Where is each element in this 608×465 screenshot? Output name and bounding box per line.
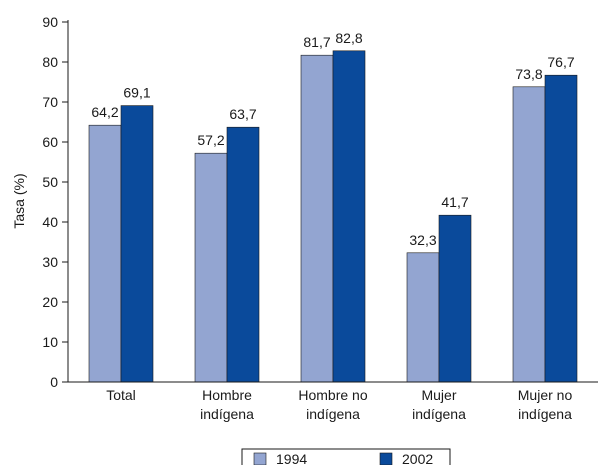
bar-1994 [88,124,122,383]
legend: 1994 2002 [241,448,451,465]
bar-2002 [120,105,154,383]
bar-2002 [544,74,578,383]
x-category-line: Hombre [202,387,252,403]
data-label-1994: 81,7 [303,34,330,50]
x-category-label: Total [106,387,136,403]
legend-swatch-2002 [379,452,393,465]
y-tick-label: 80 [42,54,58,70]
bar-2002 [226,126,260,383]
y-tick-label: 30 [42,254,58,270]
y-axis-title: Tasa (%) [11,173,27,228]
y-tick-label: 0 [50,374,58,390]
y-tick-label: 10 [42,334,58,350]
x-category-line: indígena [200,406,254,422]
x-category-line: Mujer no [518,387,573,403]
x-category-line: indígena [306,406,360,422]
x-category-line: Mujer [421,387,456,403]
bar-1994 [406,252,440,383]
legend-swatch-1994 [253,452,267,465]
y-tick: 80 [42,54,68,70]
y-tick-label: 90 [42,14,58,30]
legend-label-1994: 1994 [276,451,307,465]
y-tick: 50 [42,174,68,190]
y-tick: 0 [50,374,68,390]
x-category-line: Total [106,387,136,403]
x-category-line: indígena [412,406,466,422]
y-tick: 20 [42,294,68,310]
bar-1994 [300,54,334,383]
y-tick: 90 [42,14,68,30]
x-category-line: indígena [518,406,572,422]
data-label-1994: 32,3 [409,232,436,248]
data-label-2002: 63,7 [229,106,256,122]
data-label-1994: 64,2 [91,104,118,120]
y-tick-label: 70 [42,94,58,110]
bar-1994 [194,152,228,383]
y-tick: 40 [42,214,68,230]
y-tick-label: 20 [42,294,58,310]
y-tick: 10 [42,334,68,350]
y-axis-ticks: 0 10 20 30 40 50 60 70 80 90 [42,14,68,390]
data-label-2002: 82,8 [335,30,362,46]
legend-box [241,448,451,465]
bar-1994 [512,86,546,383]
bar-2002 [438,214,472,383]
data-labels: 64,2 69,1 57,2 63,7 81,7 82,8 32,3 41,7 73,8 76,7 [91,30,574,248]
y-tick-label: 50 [42,174,58,190]
x-category-label: Mujer indígena [412,387,466,422]
y-tick: 30 [42,254,68,270]
bars [88,50,578,383]
legend-label-2002: 2002 [402,451,433,465]
y-tick: 60 [42,134,68,150]
data-label-2002: 41,7 [441,194,468,210]
x-category-label: Mujer no indígena [518,387,573,422]
y-tick-label: 40 [42,214,58,230]
y-tick: 70 [42,94,68,110]
x-category-label: Hombre indígena [200,387,254,422]
x-category-label: Hombre no indígena [298,387,367,422]
data-label-1994: 57,2 [197,132,224,148]
data-label-2002: 69,1 [123,85,150,101]
y-tick-label: 60 [42,134,58,150]
x-category-line: Hombre no [298,387,367,403]
bar-2002 [332,50,366,383]
data-label-1994: 73,8 [515,66,542,82]
data-label-2002: 76,7 [547,54,574,70]
